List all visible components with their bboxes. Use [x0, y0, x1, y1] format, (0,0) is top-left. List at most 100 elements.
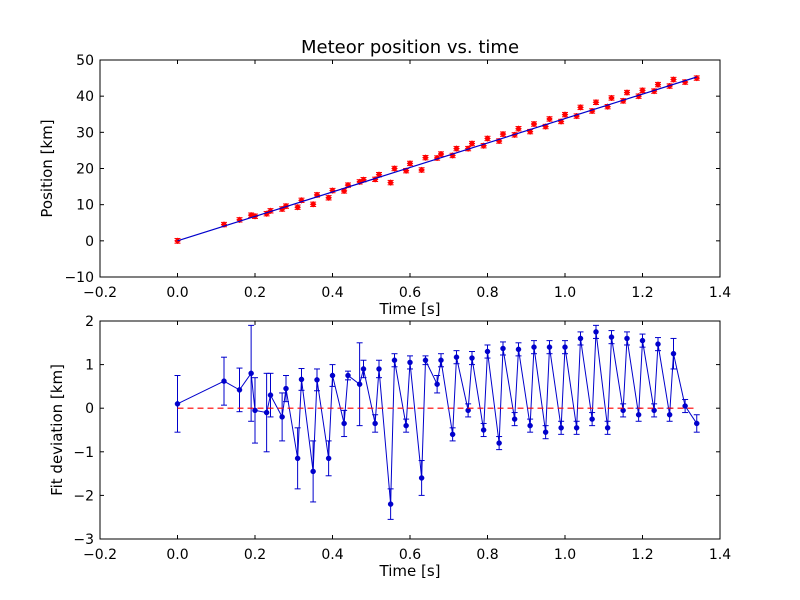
position-data-point — [608, 94, 615, 102]
deviation-data-point — [608, 334, 615, 340]
deviation-data-point — [573, 425, 580, 431]
deviation-data-point — [453, 354, 460, 360]
deviation-data-point — [267, 392, 274, 398]
deviation-data-point — [387, 501, 394, 507]
deviation-data-point — [500, 345, 506, 352]
deviation-data-point — [469, 355, 475, 361]
deviation-data-point — [325, 455, 332, 462]
deviation-data-point — [655, 341, 661, 347]
position-data-point — [325, 194, 332, 202]
deviation-y-axis-label: Fit deviation [km] — [48, 364, 66, 496]
position-data-point — [499, 130, 507, 138]
deviation-data-point — [562, 344, 568, 350]
position-data-point — [340, 187, 348, 195]
deviation-data-point — [484, 348, 491, 355]
position-data-point — [437, 150, 445, 158]
deviation-x-tick-label: 1.4 — [709, 547, 731, 563]
position-y-axis-label: Position [km] — [38, 119, 56, 217]
deviation-data-point — [449, 431, 456, 438]
deviation-y-tick-label: −3 — [73, 532, 94, 548]
deviation-data-point — [434, 381, 440, 387]
deviation-data-point — [422, 357, 429, 363]
deviation-y-tick-label: 1 — [85, 358, 94, 374]
deviation-data-point — [407, 359, 413, 366]
position-data-point — [561, 111, 569, 118]
position-x-tick-label: 0.0 — [166, 285, 188, 301]
deviation-axes-frame — [99, 320, 721, 540]
deviation-data-point — [391, 357, 398, 363]
deviation-data-point — [283, 385, 289, 392]
deviation-data-point — [511, 416, 518, 422]
deviation-data-point — [496, 440, 502, 446]
deviation-x-tick-label: 0.0 — [166, 547, 188, 563]
position-y-tick-label: 40 — [76, 89, 94, 105]
deviation-data-point — [527, 422, 533, 429]
deviation-data-point — [589, 416, 595, 422]
deviation-data-point — [635, 411, 642, 418]
position-data-point — [418, 166, 425, 174]
position-data-point — [623, 89, 631, 96]
deviation-data-point — [236, 387, 243, 393]
position-x-tick-label: 1.0 — [554, 285, 576, 301]
position-data-point — [530, 120, 538, 128]
position-data-point — [670, 76, 677, 83]
deviation-data-point — [356, 381, 363, 387]
deviation-data-point — [577, 335, 584, 342]
deviation-data-point — [294, 455, 301, 462]
deviation-data-point — [174, 401, 181, 407]
deviation-data-point — [403, 422, 409, 429]
position-y-tick-label: 50 — [76, 53, 94, 69]
position-data-point — [453, 145, 460, 152]
position-data-point — [654, 81, 662, 88]
deviation-x-tick-label: 1.0 — [554, 547, 576, 563]
deviation-data-point — [624, 335, 630, 342]
deviation-x-tick-label: 0.2 — [244, 547, 266, 563]
deviation-data-point — [279, 414, 285, 420]
deviation-data-point — [651, 407, 657, 414]
position-data-point — [468, 140, 476, 147]
deviation-data-point — [263, 409, 270, 416]
deviation-data-point — [694, 420, 700, 427]
position-fit-line — [177, 76, 697, 242]
position-data-point — [546, 115, 553, 123]
position-x-tick-label: 0.8 — [476, 285, 498, 301]
position-x-tick-label: 0.4 — [321, 285, 343, 301]
deviation-y-tick-label: 0 — [85, 401, 94, 417]
deviation-data-point — [252, 407, 258, 414]
position-data-point — [515, 125, 522, 133]
deviation-data-point — [221, 378, 227, 384]
deviation-data-point — [376, 366, 382, 372]
deviation-data-point — [531, 344, 537, 350]
deviation-data-point — [546, 344, 553, 350]
position-y-tick-label: −10 — [64, 270, 94, 286]
position-x-axis-label: Time [s] — [379, 300, 441, 318]
position-x-tick-label: 0.2 — [244, 285, 266, 301]
chart-title: Meteor position vs. time — [301, 37, 519, 58]
deviation-data-point — [480, 427, 487, 433]
position-x-tick-label: 1.2 — [631, 285, 653, 301]
deviation-data-point — [298, 376, 305, 383]
position-x-tick-label: −0.2 — [83, 285, 117, 301]
position-plot: −0.2 0.0 0.2 0.4 0.6 0.8 1.0 1.2 1.4 −10 0 10 20 30 40… — [38, 53, 731, 318]
position-y-tick-label: 30 — [76, 125, 94, 141]
deviation-x-tick-label: 1.2 — [631, 547, 653, 563]
position-data-point — [309, 200, 317, 208]
position-data-point — [387, 179, 394, 186]
deviation-data-point — [558, 425, 564, 431]
deviation-x-tick-label: 0.4 — [321, 547, 343, 563]
deviation-x-axis-label: Time [s] — [379, 562, 441, 580]
position-x-tick-label: 0.6 — [399, 285, 421, 301]
deviation-data-point — [360, 366, 367, 372]
deviation-data-point — [372, 420, 378, 427]
deviation-data-point — [310, 468, 316, 475]
deviation-data-point — [438, 357, 444, 363]
deviation-data-point — [515, 346, 522, 353]
deviation-data-point — [666, 411, 673, 418]
deviation-data-point — [248, 370, 254, 377]
deviation-data-point — [329, 372, 336, 379]
deviation-x-tick-label: −0.2 — [83, 547, 117, 563]
position-data-point — [422, 154, 429, 162]
deviation-data-point — [639, 337, 646, 344]
deviation-data-point — [345, 372, 351, 379]
deviation-data-point — [670, 350, 677, 357]
